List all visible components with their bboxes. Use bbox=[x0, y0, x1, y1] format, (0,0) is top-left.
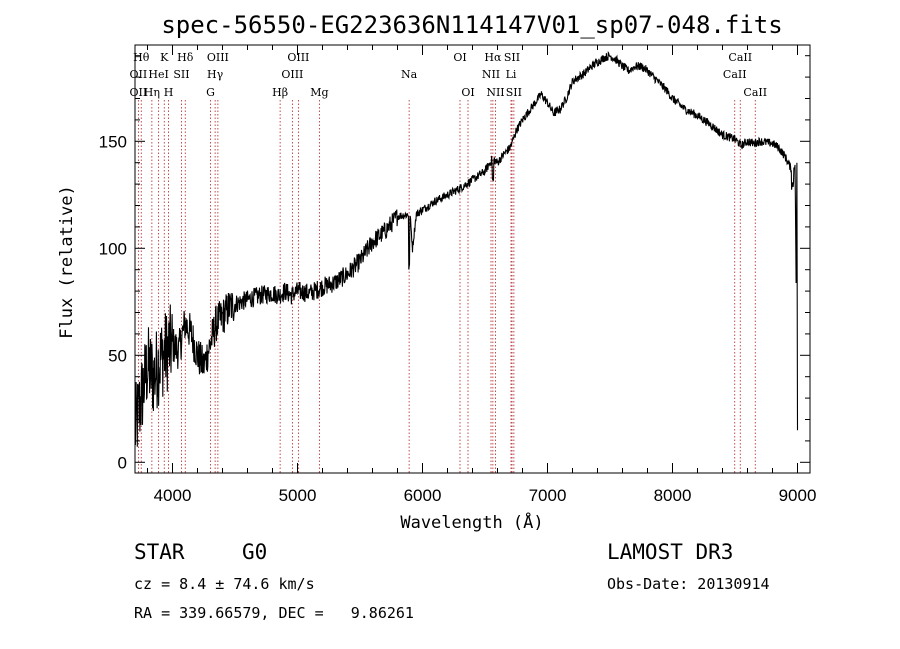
chart-title: spec-56550-EG223636N114147V01_sp07-048.f… bbox=[161, 11, 782, 39]
spectral-line-label: NII bbox=[482, 68, 500, 81]
spectral-line-label: Hη bbox=[144, 86, 160, 99]
spectral-line-label: SII bbox=[173, 68, 189, 81]
spectral-line-label: CaII bbox=[728, 51, 752, 64]
y-tick-label: 150 bbox=[99, 132, 127, 151]
spectral-line-label: Hβ bbox=[272, 86, 288, 99]
spectral-line-label: OIII bbox=[287, 51, 309, 64]
spectral-line-label: Na bbox=[401, 68, 418, 81]
x-tick-label: 8000 bbox=[654, 486, 692, 505]
spectral-line-label: NII bbox=[486, 86, 504, 99]
spectral-line-label: Hθ bbox=[133, 51, 150, 64]
spectral-line-label: OIII bbox=[207, 51, 229, 64]
spectral-line-label: Mg bbox=[310, 86, 328, 99]
spectrum-line bbox=[134, 51, 799, 447]
spectral-line-label: CaII bbox=[743, 86, 767, 99]
spectral-line-label: OII bbox=[130, 86, 148, 99]
coordinates-readout: RA = 339.66579, DEC = 9.86261 bbox=[134, 604, 414, 622]
spectral-line-label: SII bbox=[506, 86, 522, 99]
spectral-line-label: OI bbox=[461, 86, 474, 99]
spectral-line-label: Hδ bbox=[177, 51, 194, 64]
x-tick-label: 4000 bbox=[154, 486, 192, 505]
y-axis-label: Flux (relative) bbox=[57, 185, 77, 339]
spectral-line-label: H bbox=[164, 86, 174, 99]
spectral-line-label: Hγ bbox=[207, 68, 224, 81]
y-tick-label: 50 bbox=[108, 346, 127, 365]
x-tick-label: 7000 bbox=[529, 486, 567, 505]
axis-ticks: 4000 5000 6000 7000 8000 9000 0 50 100 150 bbox=[99, 45, 817, 505]
plot-frame bbox=[134, 44, 811, 474]
x-tick-label: 6000 bbox=[404, 486, 442, 505]
x-axis-label: Wavelength (Å) bbox=[400, 511, 543, 533]
x-tick-label: 9000 bbox=[779, 486, 817, 505]
x-tick-label: 5000 bbox=[279, 486, 317, 505]
redshift-readout: cz = 8.4 ± 74.6 km/s bbox=[134, 575, 315, 593]
survey-name: LAMOST DR3 bbox=[607, 540, 734, 564]
spectral-line-label: HeI bbox=[148, 68, 168, 81]
spectral-line-label: K bbox=[160, 51, 169, 64]
spectral-line-label: Hα bbox=[484, 51, 502, 64]
y-tick-label: 100 bbox=[99, 239, 127, 258]
y-tick-label: 0 bbox=[118, 453, 127, 472]
spectral-line-label: SII bbox=[504, 51, 520, 64]
spectral-line-label: OII bbox=[130, 68, 148, 81]
object-subclass: G0 bbox=[242, 540, 268, 564]
object-class: STAR bbox=[134, 540, 185, 564]
spectral-line-label: OI bbox=[453, 51, 466, 64]
spectral-line-label: Li bbox=[506, 68, 517, 81]
observation-date: Obs-Date: 20130914 bbox=[607, 575, 770, 593]
spectral-line-label: OIII bbox=[281, 68, 303, 81]
spectral-line-label: CaII bbox=[723, 68, 747, 81]
spectral-line-label: G bbox=[206, 86, 215, 99]
